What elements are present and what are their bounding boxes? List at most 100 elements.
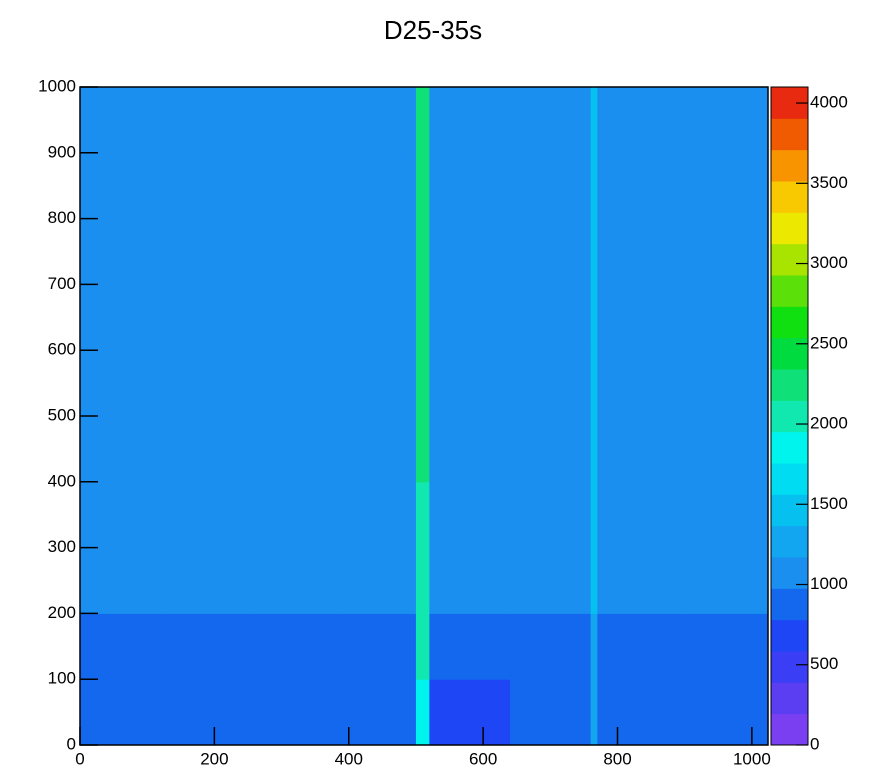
heatmap-cell: [252, 416, 339, 483]
color-bar-segment: [771, 682, 808, 715]
heatmap-cell: [590, 218, 598, 285]
x-tick-label: 1000: [733, 749, 771, 768]
heatmap-cell: [510, 416, 592, 483]
heatmap-cell: [338, 613, 417, 680]
y-tick-label: 0: [67, 734, 76, 753]
heatmap-cell: [166, 613, 253, 680]
y-tick-label: 1000: [38, 76, 76, 95]
y-tick-label: 300: [48, 537, 76, 556]
heatmap-cell: [415, 152, 430, 220]
color-bar-segment: [771, 118, 808, 151]
z-tick-label: 2000: [810, 414, 848, 433]
heatmap-cell: [684, 416, 769, 483]
heatmap-cell: [80, 481, 167, 549]
heatmap-cell: [338, 547, 417, 614]
heatmap-cell: [597, 350, 686, 417]
heatmap-cell: [590, 416, 598, 483]
heatmap-cell: [166, 152, 253, 220]
x-tick-label: 800: [603, 749, 631, 768]
heatmap-cell: [429, 481, 511, 549]
heatmap-cell: [597, 679, 686, 746]
heatmap-cell: [684, 679, 769, 746]
heatmap-cell: [429, 416, 511, 483]
heatmap-cell: [590, 152, 598, 220]
heatmap-cell: [429, 152, 511, 220]
heatmap-cell: [597, 481, 686, 549]
heatmap-cell: [338, 87, 417, 154]
heatmap-cell: [166, 284, 253, 351]
heatmap-cell: [252, 87, 339, 154]
heatmap-cell: [166, 416, 253, 483]
heatmap-cell: [597, 87, 686, 154]
heatmap-cell: [415, 87, 430, 154]
heatmap-cell: [415, 416, 430, 483]
heatmap-cell: [80, 350, 167, 417]
color-bar-segment: [771, 275, 808, 307]
heatmap-cell: [429, 284, 511, 351]
z-tick-label: 2500: [810, 333, 848, 352]
heatmap-cell: [429, 87, 511, 154]
heatmap-cell: [597, 284, 686, 351]
heatmap-cell: [510, 613, 592, 680]
heatmap-cell: [590, 350, 598, 417]
x-tick-label: 600: [469, 749, 497, 768]
color-bar-segment: [771, 588, 808, 621]
heatmap-cell: [415, 481, 430, 549]
color-bar-frame: [770, 86, 809, 746]
color-bar-segment: [771, 651, 808, 683]
heatmap-cell: [684, 547, 769, 614]
heatmap-cell: [338, 218, 417, 285]
heatmap-cell: [684, 87, 769, 154]
heatmap-cell: [684, 218, 769, 285]
heatmap-cell: [252, 613, 339, 680]
heatmap-cell: [252, 152, 339, 220]
heatmap-cell: [429, 350, 511, 417]
y-tick-label: 700: [48, 274, 76, 293]
z-tick-label: 500: [810, 654, 838, 673]
heatmap-cell: [166, 218, 253, 285]
heatmap-cell: [510, 284, 592, 351]
heatmap-cell: [590, 679, 598, 746]
heatmap-cell: [429, 547, 511, 614]
heatmap-cell: [510, 350, 592, 417]
heatmap-cell: [338, 284, 417, 351]
heatmap-cell: [590, 547, 598, 614]
heatmap-cell: [510, 481, 592, 549]
heatmap-cell: [338, 152, 417, 220]
heatmap-cell: [338, 481, 417, 549]
heatmap-cell: [166, 87, 253, 154]
heatmap-cell: [415, 350, 430, 417]
color-bar-segment: [771, 463, 808, 495]
color-bar-segment: [771, 400, 808, 433]
heatmap-cell: [80, 547, 167, 614]
heatmap-cell: [590, 284, 598, 351]
heatmap-cell: [684, 350, 769, 417]
heatmap-cell: [166, 679, 253, 746]
heatmap-cell: [415, 218, 430, 285]
z-tick-label: 1000: [810, 574, 848, 593]
heatmap-cell: [684, 284, 769, 351]
color-bar-segment: [771, 431, 808, 464]
heatmap-cell: [80, 416, 167, 483]
heatmap-cell: [597, 416, 686, 483]
color-bar-segment: [771, 181, 808, 213]
heatmap-cell: [252, 481, 339, 549]
heatmap-cell: [338, 416, 417, 483]
heatmap-cell: [597, 218, 686, 285]
heatmap-cell: [510, 547, 592, 614]
heatmap-cell: [338, 350, 417, 417]
color-bar-segment: [771, 494, 808, 527]
heatmap-cell: [684, 152, 769, 220]
heatmap-cell: [590, 613, 598, 680]
heatmap-cell: [510, 218, 592, 285]
color-bar-segment: [771, 212, 808, 245]
z-tick-label: 4000: [810, 93, 848, 112]
color-bar-segment: [771, 525, 808, 558]
color-bar-segment: [771, 557, 808, 589]
color-bar-segment: [771, 713, 808, 746]
heatmap-cell: [429, 613, 511, 680]
heatmap-cell: [510, 679, 592, 746]
x-tick-label: 0: [75, 749, 84, 768]
y-tick-label: 400: [48, 471, 76, 490]
